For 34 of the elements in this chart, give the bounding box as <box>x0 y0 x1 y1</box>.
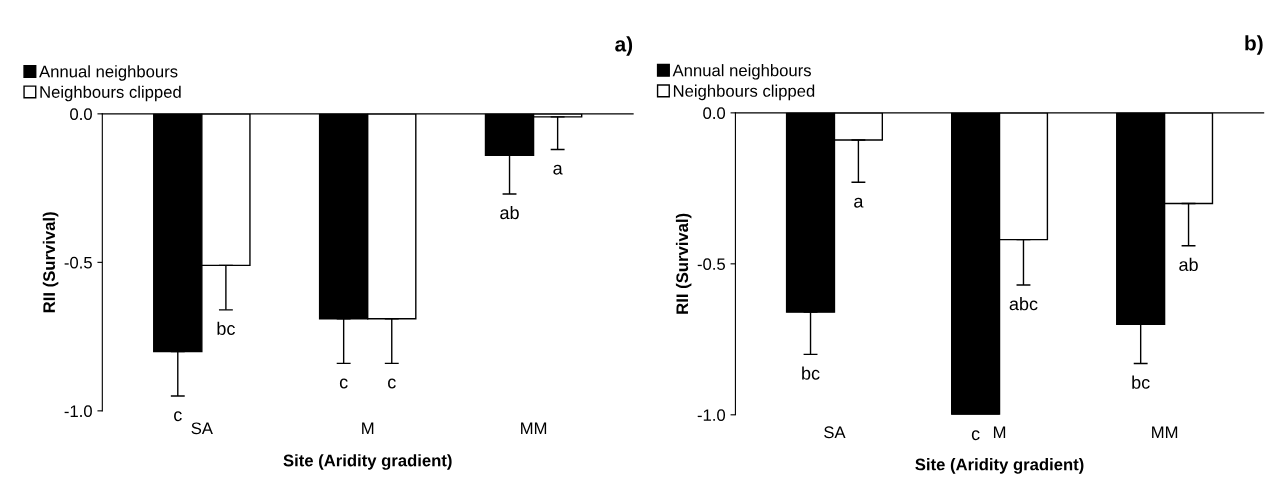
legend-label: Neighbours clipped <box>673 84 815 101</box>
y-axis-title: RII (Survival) <box>675 213 692 314</box>
y-tick-label: -0.5 <box>697 258 726 271</box>
x-tick-label: MM <box>521 422 547 435</box>
y-tick-label: -1.0 <box>697 409 726 422</box>
annotation: a <box>854 197 864 208</box>
annotation: a <box>553 164 563 175</box>
x-tick-label: SA <box>824 426 846 439</box>
chart-title: a) <box>615 36 633 56</box>
annotation: ab <box>1179 257 1198 272</box>
x-tick-label: M <box>993 426 1006 438</box>
annotation: bc <box>1132 375 1150 389</box>
annotation: bc <box>802 366 820 380</box>
y-tick-label: 0.0 <box>70 108 92 121</box>
x-axis-title: Site (Aridity gradient) <box>283 454 452 470</box>
x-tick-label: SA <box>191 422 213 435</box>
legend-label: Annual neighbours <box>39 65 178 81</box>
legend-label: Neighbours clipped <box>40 85 181 102</box>
chart-title: b) <box>1245 35 1263 55</box>
annotation: c <box>339 378 348 389</box>
text: c <box>971 430 980 441</box>
x-tick-label: M <box>362 422 374 435</box>
legend-label: Annual neighbours <box>672 64 811 80</box>
annotation: ab <box>500 205 519 220</box>
x-axis-title: Site (Aridity gradient) <box>915 458 1084 474</box>
text: c <box>174 411 182 422</box>
x-tick-label: MM <box>1152 426 1178 438</box>
annotation: bc <box>217 321 235 336</box>
y-tick-label: 0.0 <box>703 107 726 120</box>
y-tick-label: -0.5 <box>64 256 92 269</box>
y-tick-label: -1.0 <box>64 405 92 418</box>
annotation: abc <box>1009 297 1038 311</box>
annotation: c <box>388 378 396 389</box>
y-axis-title: RII (Survival) <box>42 212 59 313</box>
